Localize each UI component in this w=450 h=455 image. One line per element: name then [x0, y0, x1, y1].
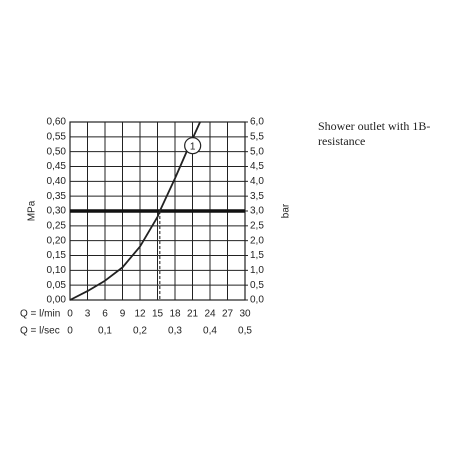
x-tick-label: 0 — [67, 309, 73, 320]
curve-marker — [184, 137, 202, 155]
y-axis-label: MPa — [27, 200, 38, 221]
x2-axis-label: Q = l/sec — [20, 326, 60, 337]
y-tick-label: 0,10 — [47, 265, 67, 276]
legend-label: 1 — [190, 141, 196, 152]
x-tick-label: 9 — [120, 309, 126, 320]
x2-tick-label: 0,5 — [238, 326, 252, 337]
y2-tick-label: 4,0 — [250, 176, 264, 187]
y-tick-label: 0,00 — [47, 295, 67, 306]
note-line: resistance — [318, 134, 365, 148]
x-tick-label: 15 — [152, 309, 164, 320]
x-tick-label: 30 — [239, 309, 251, 320]
y2-tick-label: 2,0 — [250, 235, 264, 246]
x2-tick-label: 0,3 — [168, 326, 182, 337]
y-tick-label: 0,05 — [47, 280, 67, 291]
y2-tick-label: 5,5 — [250, 131, 264, 142]
x-tick-label: 3 — [85, 309, 91, 320]
x-axis-label: Q = l/min — [20, 309, 60, 320]
x2-tick-label: 0 — [67, 326, 73, 337]
y-tick-label: 0,25 — [47, 220, 67, 231]
y-tick-label: 0,55 — [47, 131, 67, 142]
x2-tick-label: 0,4 — [203, 326, 217, 337]
x-tick-label: 21 — [187, 309, 199, 320]
y2-tick-label: 4,5 — [250, 161, 264, 172]
y2-tick-label: 1,0 — [250, 265, 264, 276]
y-tick-label: 0,45 — [47, 161, 67, 172]
y2-axis-label: bar — [281, 203, 292, 218]
y-tick-label: 0,35 — [47, 191, 67, 202]
y-tick-label: 0,30 — [47, 206, 67, 217]
y2-tick-label: 5,0 — [250, 146, 264, 157]
y2-tick-label: 1,5 — [250, 250, 264, 261]
y-tick-label: 0,40 — [47, 176, 67, 187]
y2-tick-label: 2,5 — [250, 220, 264, 231]
y2-tick-label: 3,5 — [250, 191, 264, 202]
y-tick-label: 0,50 — [47, 146, 67, 157]
y2-tick-label: 3,0 — [250, 206, 264, 217]
note-line: Shower outlet with 1B- — [318, 119, 430, 133]
x-tick-label: 27 — [222, 309, 234, 320]
y2-tick-label: 0,0 — [250, 295, 264, 306]
x2-tick-label: 0,1 — [98, 326, 112, 337]
x-tick-label: 12 — [134, 309, 146, 320]
y-tick-label: 0,60 — [47, 117, 67, 128]
y-tick-label: 0,20 — [47, 235, 67, 246]
x-tick-label: 24 — [204, 309, 216, 320]
y-tick-label: 0,15 — [47, 250, 67, 261]
y2-tick-label: 6,0 — [250, 117, 264, 128]
y2-tick-label: 0,5 — [250, 280, 264, 291]
x-tick-label: 6 — [102, 309, 108, 320]
x2-tick-label: 0,2 — [133, 326, 147, 337]
curve — [69, 121, 201, 301]
x-tick-label: 18 — [169, 309, 181, 320]
